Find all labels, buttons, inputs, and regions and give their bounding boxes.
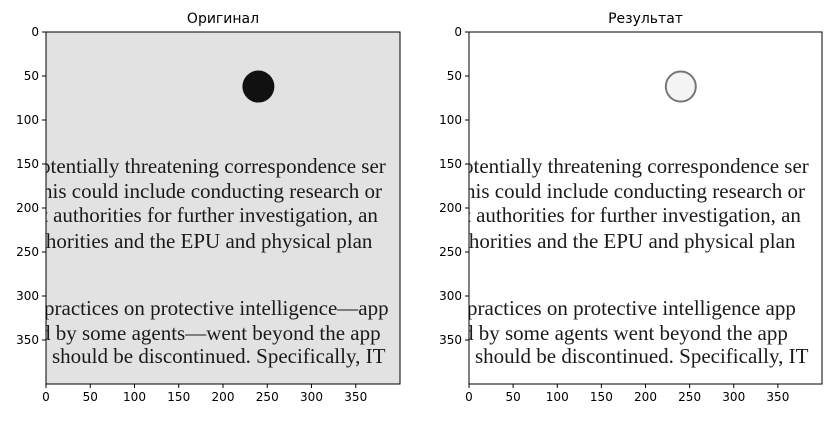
document-line: practices on protective intelligence app bbox=[467, 296, 796, 320]
subplot: otentially threatening correspondence se… bbox=[439, 11, 823, 404]
y-tick-label: 250 bbox=[439, 245, 462, 259]
y-tick-label: 200 bbox=[16, 201, 39, 215]
document-line: t authorities for further investigation,… bbox=[465, 203, 801, 227]
document-line: d by some agents went beyond the app bbox=[463, 321, 788, 345]
document-line: thorities and the EPU and physical plan bbox=[40, 229, 373, 253]
document-line: should be discontinued. Specifically, IT bbox=[475, 344, 809, 368]
x-tick-label: 100 bbox=[123, 390, 146, 404]
document-line: otentially threatening correspondence se… bbox=[463, 154, 809, 178]
y-tick-label: 100 bbox=[439, 113, 462, 127]
y-tick-label: 250 bbox=[16, 245, 39, 259]
document-line: should be discontinued. Specifically, IT bbox=[52, 344, 386, 368]
ink-spot bbox=[242, 70, 275, 103]
x-tick-label: 350 bbox=[766, 390, 789, 404]
subplot-title: Результат bbox=[608, 11, 683, 27]
ink-spot-ring bbox=[664, 70, 697, 103]
x-tick-label: 100 bbox=[546, 390, 569, 404]
subplot-title: Оригинал bbox=[187, 11, 259, 27]
subplot: otentially threatening correspondence se… bbox=[16, 11, 401, 404]
y-tick-label: 300 bbox=[439, 289, 462, 303]
x-tick-label: 50 bbox=[505, 390, 520, 404]
y-tick-label: 0 bbox=[454, 25, 462, 39]
document-line: his could include conducting research or bbox=[42, 179, 382, 203]
x-tick-label: 0 bbox=[465, 390, 473, 404]
image: otentially threatening correspondence se… bbox=[463, 32, 822, 384]
y-tick-label: 350 bbox=[16, 333, 39, 347]
x-tick-label: 300 bbox=[722, 390, 745, 404]
y-tick-label: 100 bbox=[16, 113, 39, 127]
document-line: otentially threatening correspondence se… bbox=[40, 154, 386, 178]
y-tick-label: 300 bbox=[16, 289, 39, 303]
y-tick-label: 200 bbox=[439, 201, 462, 215]
x-tick-label: 150 bbox=[167, 390, 190, 404]
y-tick-label: 150 bbox=[16, 157, 39, 171]
document-line: his could include conducting research or bbox=[465, 179, 805, 203]
document-line: thorities and the EPU and physical plan bbox=[463, 229, 796, 253]
x-tick-label: 250 bbox=[256, 390, 279, 404]
y-tick-label: 50 bbox=[24, 69, 39, 83]
image: otentially threatening correspondence se… bbox=[40, 32, 400, 384]
x-tick-label: 50 bbox=[83, 390, 98, 404]
x-tick-label: 150 bbox=[590, 390, 613, 404]
document-line: t authorities for further investigation,… bbox=[42, 203, 378, 227]
x-tick-label: 200 bbox=[634, 390, 657, 404]
x-tick-label: 350 bbox=[344, 390, 367, 404]
document-line: practices on protective intelligence—app bbox=[44, 296, 389, 320]
x-tick-label: 200 bbox=[212, 390, 235, 404]
y-tick-label: 150 bbox=[439, 157, 462, 171]
image-background bbox=[46, 32, 400, 384]
y-tick-label: 350 bbox=[439, 333, 462, 347]
x-tick-label: 300 bbox=[300, 390, 323, 404]
y-tick-label: 0 bbox=[31, 25, 39, 39]
x-tick-label: 0 bbox=[42, 390, 50, 404]
image-background bbox=[469, 32, 822, 384]
y-tick-label: 50 bbox=[447, 69, 462, 83]
document-line: d by some agents—went beyond the app bbox=[40, 321, 381, 345]
x-tick-label: 250 bbox=[678, 390, 701, 404]
